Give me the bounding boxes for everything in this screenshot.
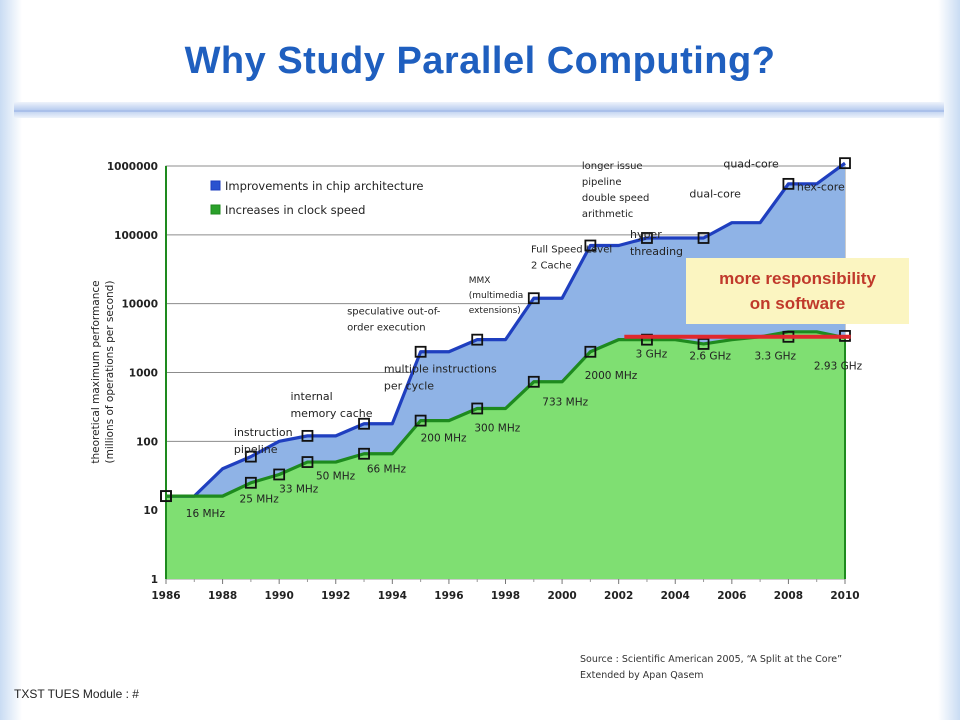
annotation-4-line-1: (multimedia [469, 291, 524, 301]
y-tick-label-6: 1000000 [107, 161, 158, 173]
clock-label-10: 2.6 GHz [689, 350, 731, 362]
series-0-marker-9 [697, 232, 710, 244]
x-tick-label-8: 2002 [604, 590, 633, 602]
clock-label-7: 733 MHz [542, 397, 588, 409]
slide-title: Why Study Parallel Computing? [184, 40, 776, 82]
clock-label-8: 2000 MHz [585, 370, 638, 382]
clock-label-1: 25 MHz [240, 493, 280, 505]
y-tick-label-0: 1 [151, 574, 158, 586]
x-tick-label-11: 2008 [774, 590, 803, 602]
series-area-1 [166, 331, 845, 579]
clock-label-2: 33 MHz [279, 484, 319, 496]
x-tick-label-1: 1988 [208, 590, 237, 602]
x-tick-label-6: 1998 [491, 590, 520, 602]
x-tick-label-5: 1996 [434, 590, 463, 602]
annotation-6-line-0: longer issue [582, 161, 643, 172]
footer-module-label: TXST TUES Module : # [14, 687, 139, 701]
annotation-7-line-0: hyper [630, 228, 662, 241]
x-tick-label-12: 2010 [830, 590, 859, 602]
clock-label-6: 300 MHz [474, 422, 520, 434]
series-1-marker-0 [160, 490, 172, 503]
y-tick-label-3: 1000 [129, 368, 158, 380]
source-line-2: Extended by Apan Qasem [580, 670, 704, 681]
series-0-marker-6 [527, 292, 540, 305]
series-1-marker-1 [244, 476, 257, 489]
annotation-3-line-0: multiple instructions [384, 363, 497, 376]
series-0-marker-2 [301, 429, 314, 442]
clock-label-4: 66 MHz [367, 464, 407, 476]
series-0-marker-10 [782, 177, 795, 190]
series-0-marker-11 [839, 157, 851, 170]
source-line-1: Source : Scientific American 2005, “A Sp… [580, 654, 843, 665]
clock-label-0: 16 MHz [186, 508, 226, 520]
series-0-marker-5 [471, 333, 484, 346]
title-underline [14, 110, 944, 112]
annotation-6-line-3: arithmetic [582, 209, 633, 220]
annotation-2-line-1: order execution [347, 322, 426, 333]
series-0-marker-1 [244, 450, 257, 463]
legend-label-1: Increases in clock speed [225, 203, 365, 217]
software-responsibility-callout: more responsibility on software [686, 258, 909, 324]
x-tick-label-9: 2004 [661, 590, 690, 602]
y-axis-label-line-1: (millions of operations per second) [104, 281, 116, 464]
series-1-marker-3 [301, 456, 314, 468]
series-1-marker-8 [584, 345, 597, 358]
legend-label-0: Improvements in chip architecture [225, 179, 424, 193]
series-0-marker-3 [358, 417, 370, 430]
series-0-marker-4 [414, 345, 427, 358]
y-tick-label-5: 100000 [114, 230, 158, 242]
series-1-marker-6 [471, 402, 484, 415]
annotation-7-line-1: threading [630, 245, 683, 258]
source-note: Source : Scientific American 2005, “A Sp… [580, 652, 842, 684]
annotation-4-line-2: extensions) [469, 306, 521, 316]
x-tick-label-0: 1986 [151, 590, 180, 602]
annotation-6-line-1: pipeline [582, 177, 622, 188]
annotation-5-line-0: Full Speed Level [531, 245, 612, 256]
clock-label-3: 50 MHz [316, 470, 356, 482]
y-axis-label-line-0: theoretical maximum performance [90, 280, 102, 463]
legend-swatch-0 [210, 180, 221, 191]
annotation-1-line-0: internal [290, 390, 332, 403]
slide-left-gradient [0, 0, 22, 720]
series-1-marker-9 [641, 333, 653, 346]
series-1-marker-7 [527, 375, 540, 388]
annotation-6-line-2: double speed [582, 193, 649, 204]
x-tick-label-2: 1990 [265, 590, 294, 602]
y-tick-label-1: 10 [143, 505, 158, 517]
y-tick-label-4: 10000 [121, 299, 158, 311]
clock-label-12: 2.93 GHz [814, 361, 863, 373]
y-tick-label-2: 100 [136, 436, 158, 448]
slide-right-gradient [938, 0, 960, 720]
clock-label-11: 3.3 GHz [754, 350, 796, 362]
series-0-marker-8 [641, 232, 653, 244]
annotation-9-line-0: quad-core [723, 158, 779, 171]
series-line-0 [166, 161, 846, 498]
legend-swatch-1 [210, 204, 221, 215]
annotation-4-line-0: MMX [469, 276, 491, 286]
annotation-0-line-0: instruction [234, 426, 293, 439]
callout-line-2: on software [749, 294, 846, 313]
series-line-1 [166, 330, 846, 498]
callout-line-1: more responsibility [719, 269, 876, 288]
x-tick-label-4: 1994 [378, 590, 407, 602]
series-1-marker-4 [358, 447, 370, 460]
x-tick-label-7: 2000 [547, 590, 576, 602]
series-1-marker-5 [414, 414, 427, 427]
series-0-marker-7 [584, 239, 597, 252]
clock-label-9: 3 GHz [636, 349, 668, 361]
annotation-3-line-1: per cycle [384, 380, 434, 393]
x-tick-label-10: 2006 [717, 590, 746, 602]
clock-label-5: 200 MHz [421, 432, 467, 444]
x-tick-label-3: 1992 [321, 590, 350, 602]
annotation-1-line-1: memory cache [290, 407, 372, 420]
annotation-10-line-0: hex-core [797, 181, 845, 194]
annotation-8-line-0: dual-core [689, 187, 741, 200]
annotation-2-line-0: speculative out-of- [347, 306, 441, 317]
series-1-marker-2 [273, 468, 286, 481]
series-1-marker-10 [697, 338, 710, 350]
annotation-5-line-1: 2 Cache [531, 261, 572, 272]
annotation-0-line-1: pipeline [234, 443, 278, 456]
